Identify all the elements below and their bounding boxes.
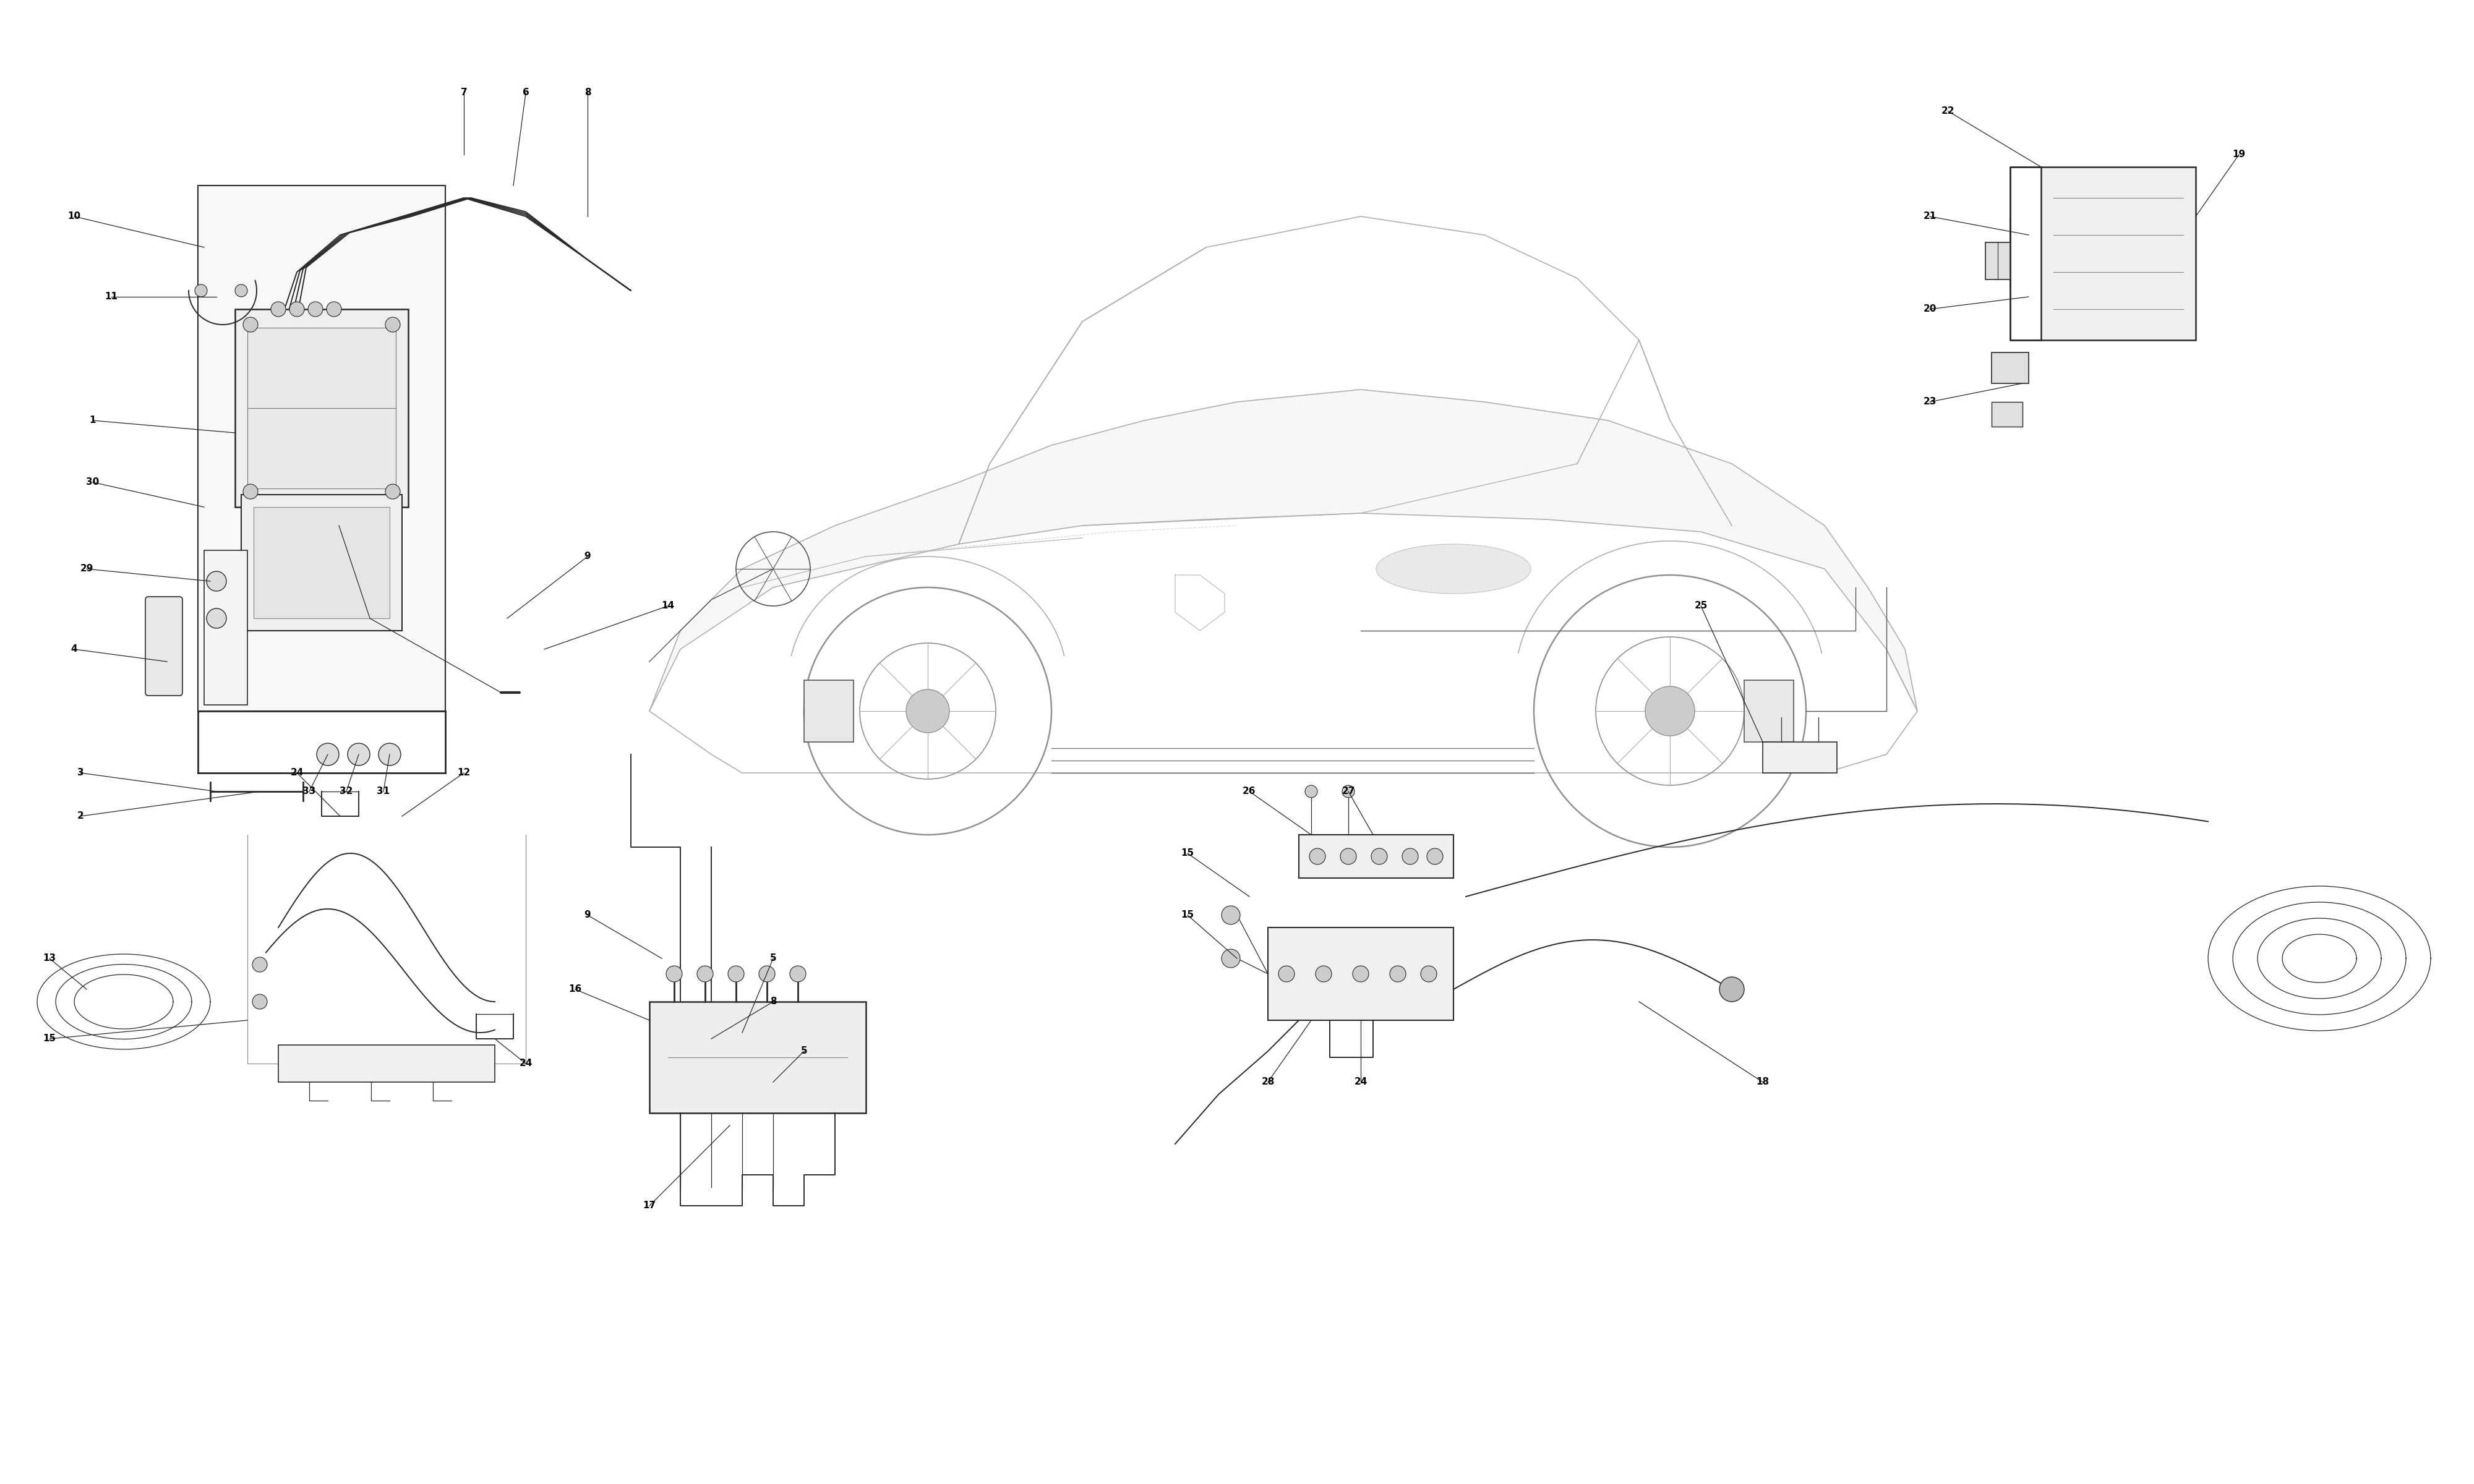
Text: 5: 5 [802,1046,807,1055]
Circle shape [905,690,950,733]
Text: 6: 6 [522,88,529,98]
Circle shape [208,608,228,628]
Text: 9: 9 [584,911,591,920]
Circle shape [1279,966,1294,982]
Text: 24: 24 [520,1060,532,1068]
Text: 17: 17 [643,1201,656,1211]
Text: 1: 1 [89,416,96,424]
Text: 18: 18 [1757,1077,1769,1086]
Text: 11: 11 [104,292,119,301]
Circle shape [346,743,371,766]
Circle shape [327,301,341,316]
FancyBboxPatch shape [242,494,401,631]
Bar [252,508,391,619]
Circle shape [1719,976,1744,1002]
Text: 32: 32 [339,787,354,795]
Text: 23: 23 [1922,398,1937,407]
Text: 22: 22 [1942,107,1954,116]
Circle shape [1403,849,1418,864]
Bar [804,680,854,742]
Text: 33: 33 [302,787,317,795]
Text: 15: 15 [1180,911,1195,920]
Circle shape [1222,905,1239,925]
Bar [1761,742,1836,773]
Ellipse shape [1376,545,1531,594]
Circle shape [272,301,287,316]
Circle shape [208,571,228,591]
Text: 15: 15 [1180,849,1195,858]
Text: 31: 31 [376,787,391,795]
Circle shape [242,318,257,332]
FancyBboxPatch shape [146,597,183,696]
Text: 14: 14 [661,601,675,610]
Text: 20: 20 [1922,304,1937,313]
Circle shape [307,301,322,316]
Text: 27: 27 [1341,787,1356,795]
Circle shape [1222,950,1239,968]
Circle shape [789,966,807,982]
Circle shape [760,966,774,982]
Circle shape [1306,785,1316,798]
Bar [2041,166,2197,340]
Text: 25: 25 [1695,601,1707,610]
Text: 19: 19 [2232,150,2246,159]
Circle shape [1645,686,1695,736]
Bar [1267,927,1455,1021]
Bar [1992,352,2029,383]
Circle shape [252,957,267,972]
Bar [277,1045,495,1082]
Text: 24: 24 [1353,1077,1368,1086]
Circle shape [1341,849,1356,864]
Bar [1744,680,1794,742]
Bar [1984,242,2009,279]
Circle shape [666,966,683,982]
Circle shape [1341,785,1356,798]
Text: 8: 8 [769,997,777,1006]
Text: 28: 28 [1262,1077,1274,1086]
Text: 13: 13 [42,954,57,963]
Text: 15: 15 [42,1034,57,1043]
Text: 8: 8 [584,88,591,98]
Circle shape [698,966,713,982]
Bar [203,551,247,705]
Text: 3: 3 [77,769,84,778]
Circle shape [317,743,339,766]
Circle shape [727,966,745,982]
Circle shape [1316,966,1331,982]
Text: 30: 30 [87,478,99,487]
Circle shape [386,318,401,332]
Text: 9: 9 [584,552,591,561]
Text: 10: 10 [67,212,82,221]
Circle shape [1427,849,1442,864]
Text: 4: 4 [72,644,77,654]
Text: 12: 12 [458,769,470,778]
Circle shape [1353,966,1368,982]
Bar [247,328,396,488]
Circle shape [252,994,267,1009]
Bar [1299,834,1455,879]
Text: 26: 26 [1242,787,1257,795]
Circle shape [235,285,247,297]
Circle shape [1309,849,1326,864]
Text: 29: 29 [79,564,94,573]
Text: 21: 21 [1922,212,1937,221]
Bar [1992,402,2024,426]
Circle shape [242,484,257,499]
Circle shape [386,484,401,499]
Text: 16: 16 [569,985,581,994]
Circle shape [1371,849,1388,864]
Text: 24: 24 [289,769,304,778]
Circle shape [379,743,401,766]
Circle shape [289,301,304,316]
FancyBboxPatch shape [235,309,408,508]
Text: 5: 5 [769,954,777,963]
Circle shape [1390,966,1405,982]
Polygon shape [648,389,1917,711]
Text: 2: 2 [77,812,84,821]
Text: 7: 7 [460,88,468,98]
Bar [648,1002,866,1113]
Bar [198,186,445,711]
Circle shape [1420,966,1437,982]
Circle shape [195,285,208,297]
